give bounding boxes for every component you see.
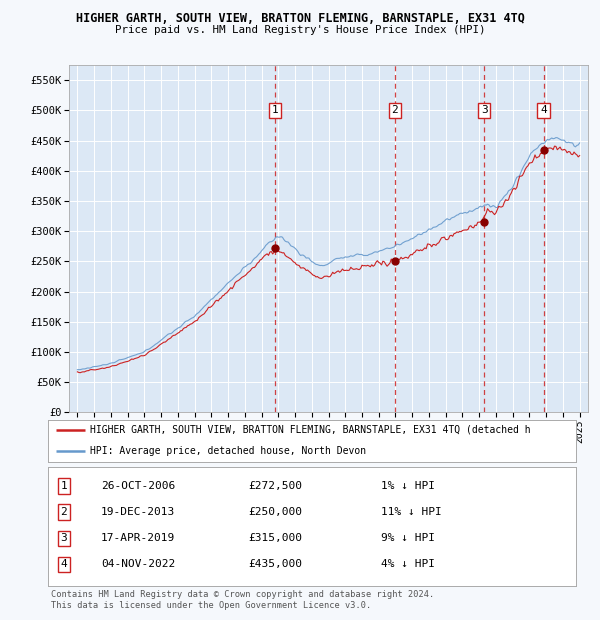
Text: £250,000: £250,000: [248, 507, 302, 517]
Text: 1: 1: [61, 481, 67, 491]
Text: 4% ↓ HPI: 4% ↓ HPI: [380, 559, 434, 570]
Text: 3: 3: [61, 533, 67, 543]
Text: 19-DEC-2013: 19-DEC-2013: [101, 507, 175, 517]
Text: 1: 1: [272, 105, 278, 115]
Text: 2: 2: [392, 105, 398, 115]
Text: 9% ↓ HPI: 9% ↓ HPI: [380, 533, 434, 543]
Text: £315,000: £315,000: [248, 533, 302, 543]
Text: 26-OCT-2006: 26-OCT-2006: [101, 481, 175, 491]
Text: 4: 4: [540, 105, 547, 115]
Text: 11% ↓ HPI: 11% ↓ HPI: [380, 507, 442, 517]
Text: 1% ↓ HPI: 1% ↓ HPI: [380, 481, 434, 491]
Text: HPI: Average price, detached house, North Devon: HPI: Average price, detached house, Nort…: [90, 446, 367, 456]
Text: 17-APR-2019: 17-APR-2019: [101, 533, 175, 543]
Text: 04-NOV-2022: 04-NOV-2022: [101, 559, 175, 570]
Text: This data is licensed under the Open Government Licence v3.0.: This data is licensed under the Open Gov…: [51, 601, 371, 611]
Text: HIGHER GARTH, SOUTH VIEW, BRATTON FLEMING, BARNSTAPLE, EX31 4TQ (detached h: HIGHER GARTH, SOUTH VIEW, BRATTON FLEMIN…: [90, 425, 531, 435]
Text: £272,500: £272,500: [248, 481, 302, 491]
Text: Price paid vs. HM Land Registry's House Price Index (HPI): Price paid vs. HM Land Registry's House …: [115, 25, 485, 35]
Text: 2: 2: [61, 507, 67, 517]
Text: HIGHER GARTH, SOUTH VIEW, BRATTON FLEMING, BARNSTAPLE, EX31 4TQ: HIGHER GARTH, SOUTH VIEW, BRATTON FLEMIN…: [76, 12, 524, 25]
Text: 4: 4: [61, 559, 67, 570]
Text: £435,000: £435,000: [248, 559, 302, 570]
Text: Contains HM Land Registry data © Crown copyright and database right 2024.: Contains HM Land Registry data © Crown c…: [51, 590, 434, 600]
Text: 3: 3: [481, 105, 488, 115]
